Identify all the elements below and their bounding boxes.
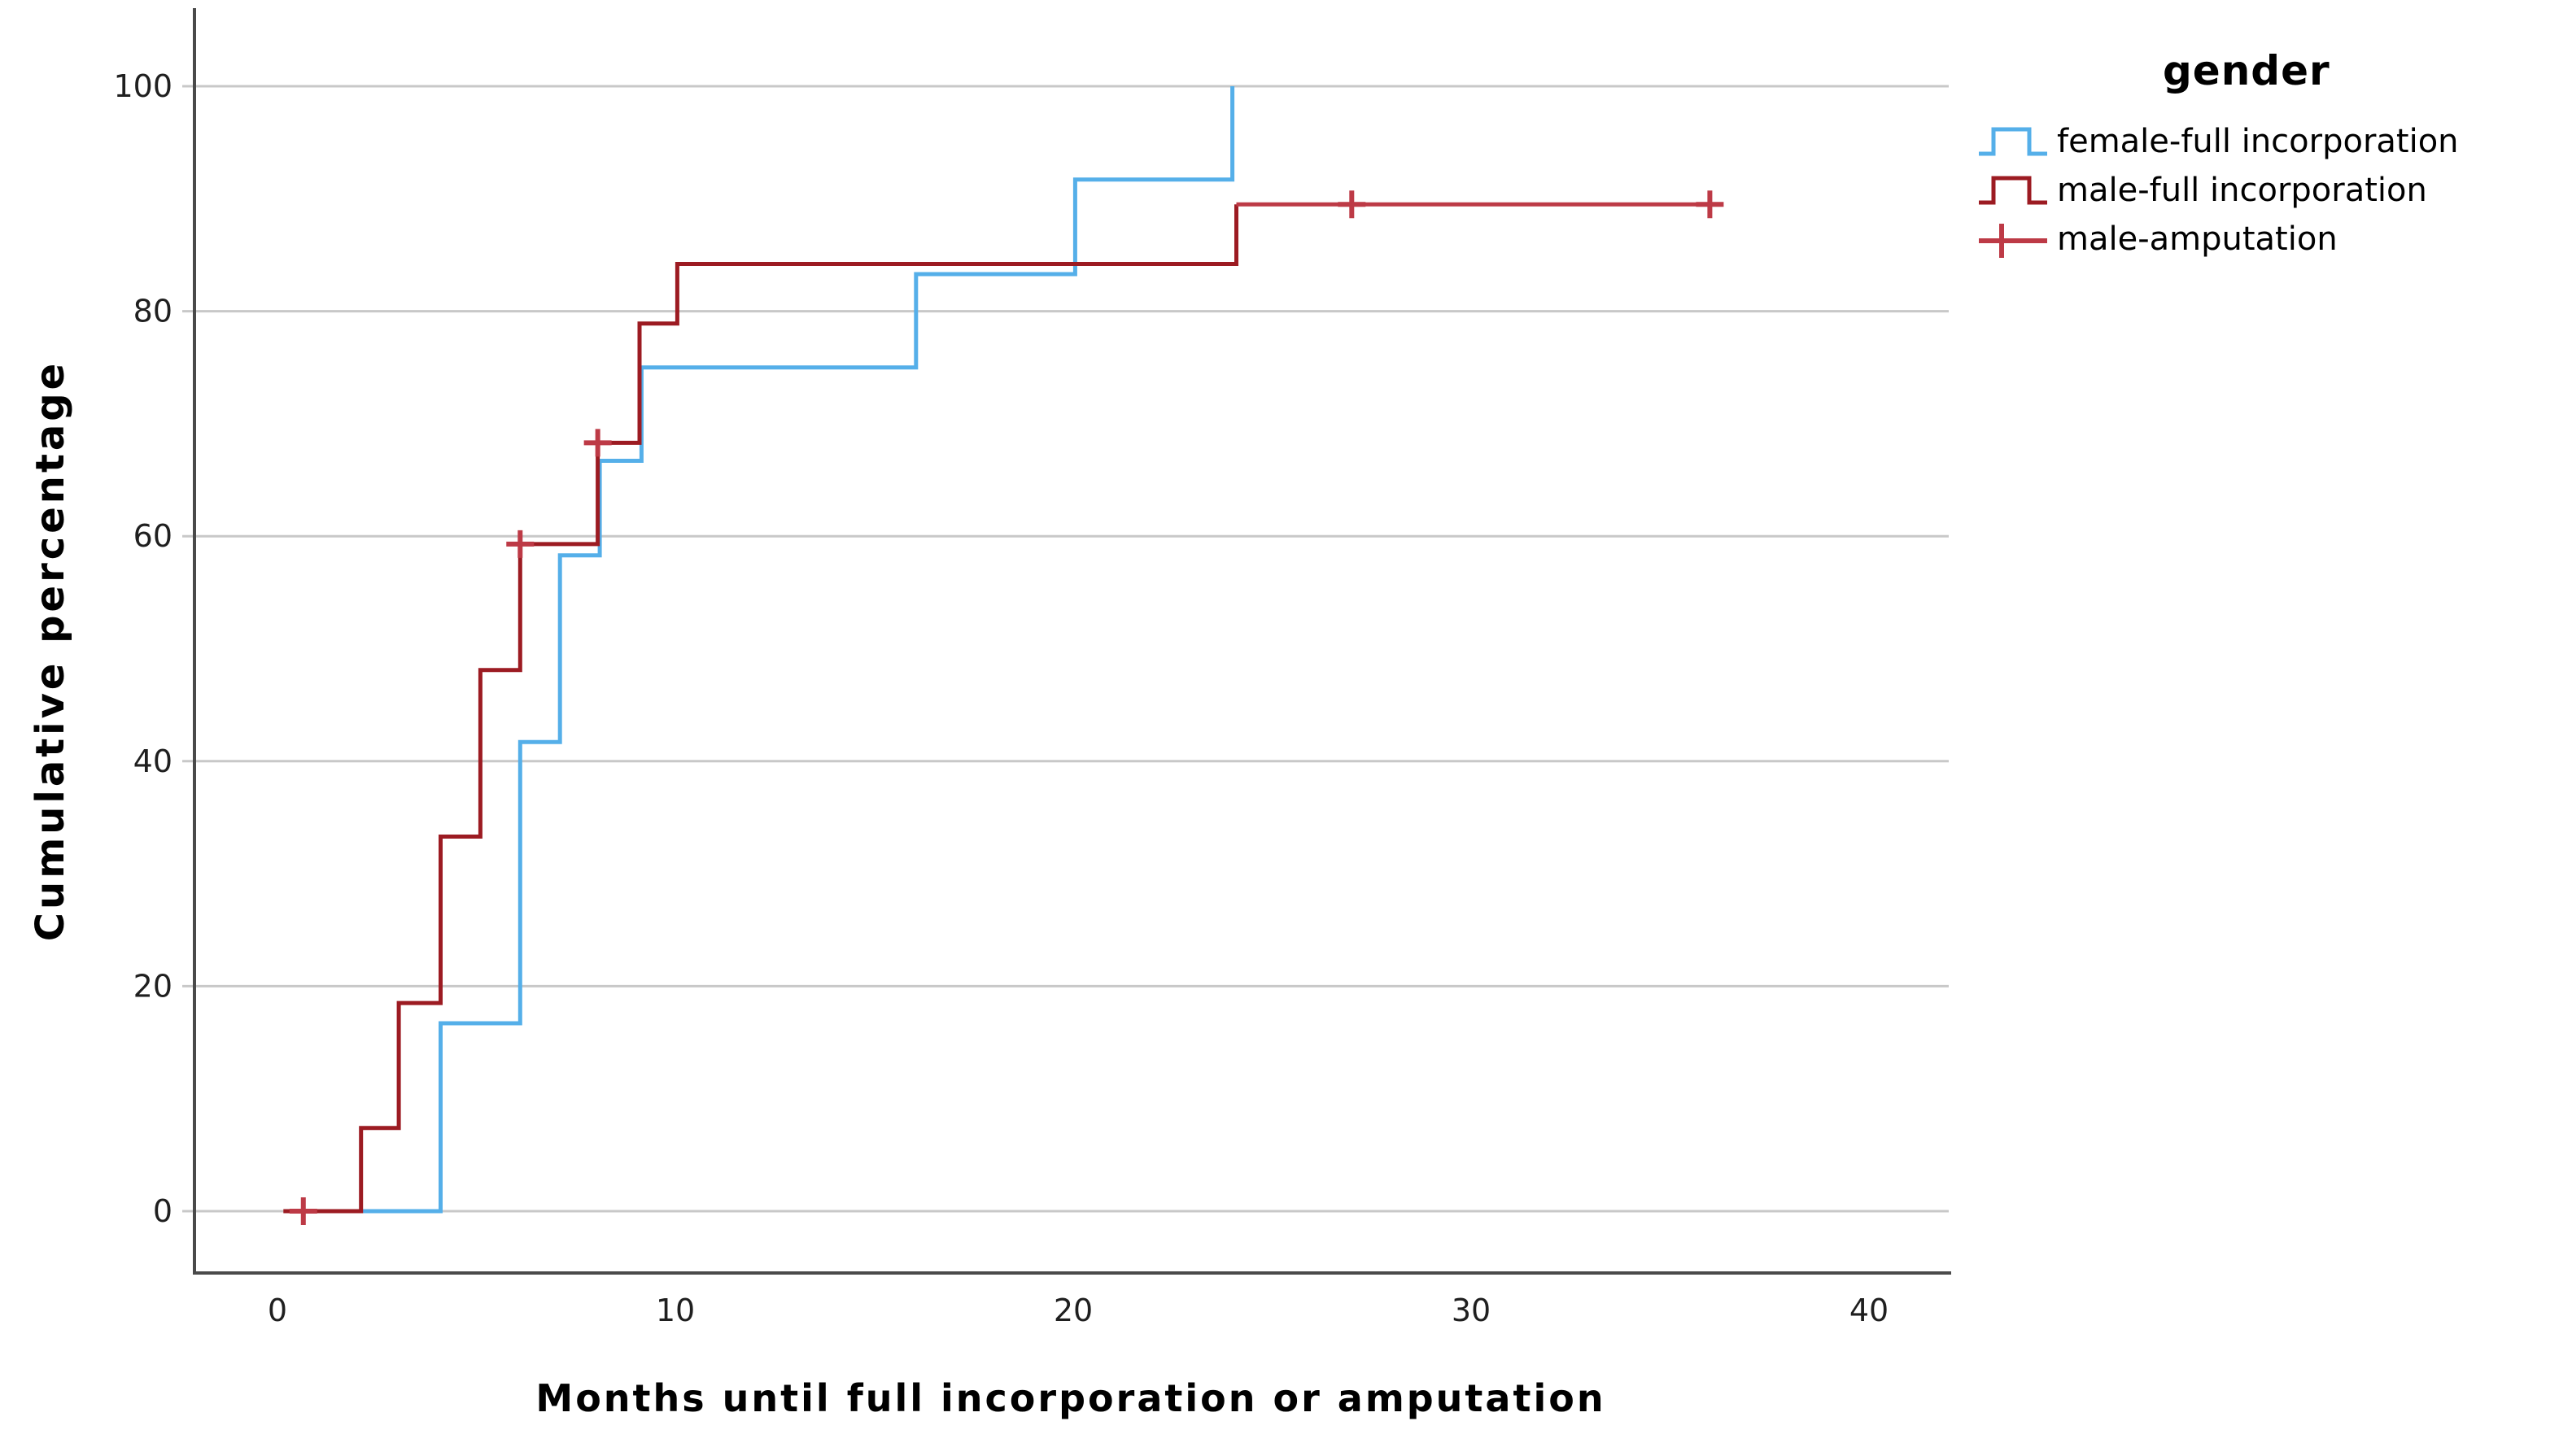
legend-item-male-amputation: male-amputation (1977, 215, 2459, 264)
legend-title: gender (2163, 47, 2330, 94)
legend-item-female-full-incorporation: female-full incorporation (1977, 117, 2459, 166)
axes (193, 8, 1951, 1275)
data-curves (283, 86, 1724, 1225)
y-tick-label: 60 (133, 518, 172, 554)
series-line-0 (360, 86, 1235, 1214)
x-axis-title: Months until full incorporation or amput… (535, 1376, 1605, 1420)
y-tick-label: 80 (133, 294, 172, 329)
censor-marker (1696, 190, 1724, 219)
series-line-1 (283, 204, 1238, 1214)
x-tick-label: 20 (1054, 1293, 1093, 1328)
y-tick-label: 0 (153, 1193, 172, 1229)
x-tick-label: 40 (1849, 1293, 1889, 1328)
legend-item-male-full-incorporation: male-full incorporation (1977, 166, 2459, 215)
legend-label: male-amputation (2057, 220, 2338, 258)
step-line-swatch-icon (1979, 127, 2047, 156)
gridlines (182, 85, 1949, 1213)
legend: gender female-full incorporation male-fu… (1977, 47, 2459, 264)
y-axis-title: Cumulative percentage (28, 360, 73, 941)
x-tick-label: 0 (268, 1293, 287, 1328)
x-tick-label: 10 (656, 1293, 695, 1328)
censor-marker (1338, 190, 1366, 219)
legend-label: male-full incorporation (2057, 172, 2427, 209)
legend-items: female-full incorporation male-full inco… (1977, 117, 2459, 264)
legend-label: female-full incorporation (2057, 123, 2459, 160)
x-tick-label: 30 (1452, 1293, 1491, 1328)
censor-marker (506, 530, 535, 558)
step-line-swatch-icon (1979, 176, 2047, 205)
y-tick-label: 20 (133, 968, 172, 1004)
censor-plus-swatch-icon (1979, 224, 2047, 258)
censor-marker (289, 1197, 317, 1225)
y-tick-label: 100 (113, 68, 172, 104)
tick-labels: 0 20 40 60 80 100 0 10 20 30 40 (113, 68, 1889, 1328)
censor-marker (583, 429, 612, 457)
y-tick-label: 40 (133, 743, 172, 779)
